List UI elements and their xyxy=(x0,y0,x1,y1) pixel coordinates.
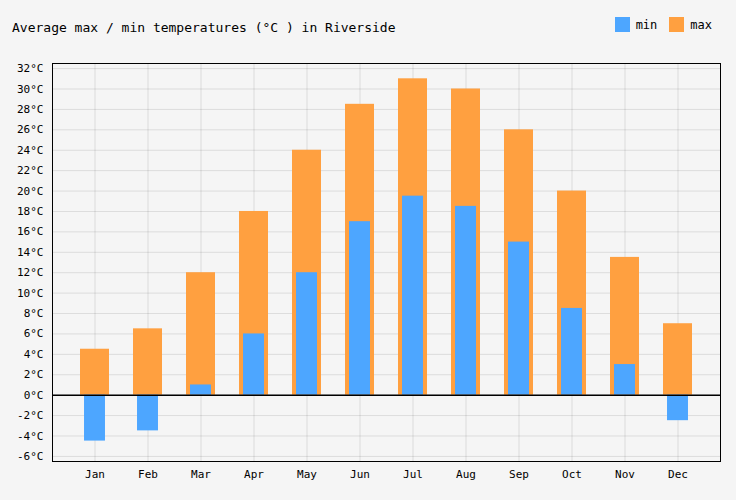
svg-text:2°C: 2°C xyxy=(24,368,44,381)
svg-text:16°C: 16°C xyxy=(17,225,44,238)
svg-text:28°C: 28°C xyxy=(17,103,44,116)
svg-text:12°C: 12°C xyxy=(17,266,44,279)
svg-text:0°C: 0°C xyxy=(24,389,44,402)
svg-text:Feb: Feb xyxy=(138,468,158,481)
svg-text:24°C: 24°C xyxy=(17,144,44,157)
svg-text:26°C: 26°C xyxy=(17,123,44,136)
svg-text:Jul: Jul xyxy=(403,468,423,481)
svg-text:14°C: 14°C xyxy=(17,246,44,259)
svg-text:18°C: 18°C xyxy=(17,205,44,218)
svg-text:Apr: Apr xyxy=(244,468,264,481)
svg-text:-6°C: -6°C xyxy=(17,450,44,463)
svg-text:8°C: 8°C xyxy=(24,307,44,320)
svg-text:Nov: Nov xyxy=(615,468,635,481)
svg-text:30°C: 30°C xyxy=(17,83,44,96)
svg-text:4°C: 4°C xyxy=(24,348,44,361)
svg-text:32°C: 32°C xyxy=(17,62,44,75)
html-text:Average max / min temperatures: Average max / min temperatures (°C ) in … xyxy=(12,20,396,35)
svg-text:Aug: Aug xyxy=(456,468,476,481)
svg-text:6°C: 6°C xyxy=(24,327,44,340)
html-text:min: min xyxy=(635,17,658,32)
svg-text:Jun: Jun xyxy=(350,468,370,481)
svg-text:Sep: Sep xyxy=(509,468,529,481)
svg-text:Oct: Oct xyxy=(562,468,582,481)
svg-text:-4°C: -4°C xyxy=(17,430,44,443)
svg-text:Mar: Mar xyxy=(191,468,211,481)
svg-text:20°C: 20°C xyxy=(17,185,44,198)
svg-text:10°C: 10°C xyxy=(17,287,44,300)
svg-text:22°C: 22°C xyxy=(17,164,44,177)
svg-text:Dec: Dec xyxy=(668,468,688,481)
svg-text:-2°C: -2°C xyxy=(17,409,44,422)
svg-text:May: May xyxy=(297,468,317,481)
svg-text:Jan: Jan xyxy=(85,468,105,481)
html-text:max: max xyxy=(690,17,712,32)
